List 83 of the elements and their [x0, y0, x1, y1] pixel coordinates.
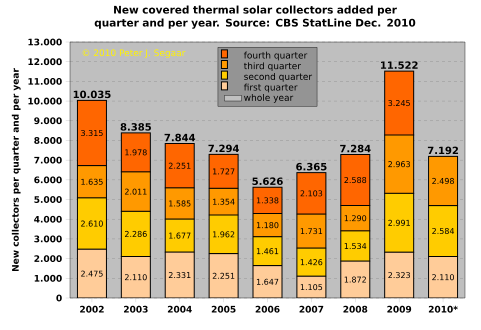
x-tick-label: 2002: [80, 306, 104, 313]
data-label: 2.475: [81, 270, 103, 277]
y-tick-label: 8.000: [34, 137, 62, 144]
bar: [209, 254, 238, 298]
y-tick-label: 3.000: [34, 236, 62, 242]
y-tick-label: 13.000: [28, 38, 62, 46]
y-tick-label: 10.000: [28, 98, 62, 104]
data-label: 1.290: [344, 215, 366, 222]
data-label: 3.245: [388, 100, 410, 106]
data-label: 2.331: [168, 272, 190, 278]
y-tick-label: 5.000: [34, 196, 62, 203]
legend-label: second quarter: [244, 72, 312, 82]
data-label: 2.103: [300, 190, 322, 196]
data-label: 2.251: [212, 272, 234, 279]
data-label: 1.872: [344, 276, 366, 283]
data-label: 1.461: [256, 248, 278, 254]
data-label: 2.584: [432, 228, 454, 234]
total-label: 7.294: [208, 144, 239, 152]
data-label: 2.588: [344, 177, 366, 184]
bar: [384, 252, 414, 298]
legend-label: fourth quarter: [244, 52, 308, 60]
x-tick-label: 2004: [168, 306, 192, 313]
x-tick-label: 2009: [387, 306, 412, 313]
data-label: 2.991: [388, 220, 410, 226]
data-label: 2.110: [432, 274, 454, 280]
y-tick-label: 12.000: [28, 58, 62, 66]
legend-label: first quarter: [244, 84, 298, 92]
data-label: 1.585: [169, 200, 190, 206]
total-label: 7.192: [428, 146, 458, 154]
data-label: 1.731: [300, 228, 322, 234]
total-label: 7.844: [164, 134, 196, 142]
total-label: 5.626: [252, 177, 283, 186]
annotation: © 2010 Peter J. Segaar: [82, 49, 186, 58]
data-label: 2.498: [432, 178, 454, 184]
data-label: 2.011: [124, 188, 147, 195]
x-tick-label: 2007: [300, 306, 324, 313]
total-label: 7.284: [340, 144, 371, 152]
bar: [253, 266, 282, 298]
total-label: 8.385: [120, 123, 151, 131]
bar: [121, 256, 150, 298]
data-label: 2.286: [124, 230, 147, 237]
data-label: 2.963: [388, 161, 410, 168]
chart-title: New covered thermal solar collectors added per quarter and per year. Source: CBS StatLine Dec. 2010: [94, 6, 416, 29]
x-tick-label: 2006: [256, 306, 280, 313]
x-tick-label: 2003: [124, 306, 148, 313]
y-tick-label: 2.000: [34, 255, 62, 262]
data-label: 2.323: [388, 272, 410, 278]
bar: [428, 256, 458, 298]
bar: [165, 252, 194, 298]
data-label: 1.677: [169, 232, 190, 239]
data-label: 1.727: [213, 168, 234, 174]
y-tick-label: 4.000: [34, 216, 62, 223]
data-label: 1.354: [213, 198, 235, 205]
data-label: 1.962: [213, 231, 234, 238]
total-label: 11.522: [381, 61, 418, 69]
x-tick-label: 2005: [212, 306, 236, 313]
data-label: 1.180: [256, 222, 278, 228]
data-label: 2.610: [81, 220, 103, 227]
y-axis-title: New collectors per quarter and per year: [12, 68, 21, 272]
data-label: 2.251: [168, 162, 190, 169]
bar: [77, 249, 106, 298]
data-label: 2.110: [124, 274, 147, 280]
total-label: 10.035: [74, 90, 111, 98]
data-label: 1.978: [125, 149, 147, 156]
x-tick-label: 2008: [343, 306, 368, 313]
data-label: 1.647: [256, 278, 278, 285]
y-tick-label: 0: [56, 294, 62, 302]
bar: [340, 261, 370, 298]
y-tick-label: 11.000: [28, 78, 62, 85]
total-label: 6.365: [296, 162, 327, 170]
legend-label: third quarter: [244, 62, 301, 72]
data-label: 1.534: [344, 243, 366, 250]
data-label: 1.338: [256, 197, 278, 204]
data-label: 1.105: [300, 284, 322, 290]
y-tick-label: 9.000: [34, 117, 62, 124]
data-label: 1.426: [300, 259, 322, 266]
data-label: 3.315: [81, 130, 103, 136]
y-tick-label: 7.000: [34, 156, 62, 164]
data-label: 1.635: [81, 178, 103, 185]
x-tick-label: 2010*: [428, 306, 458, 313]
y-tick-label: 1.000: [34, 274, 62, 282]
y-tick-label: 6.000: [34, 176, 62, 184]
legend-label: whole year: [244, 94, 294, 103]
